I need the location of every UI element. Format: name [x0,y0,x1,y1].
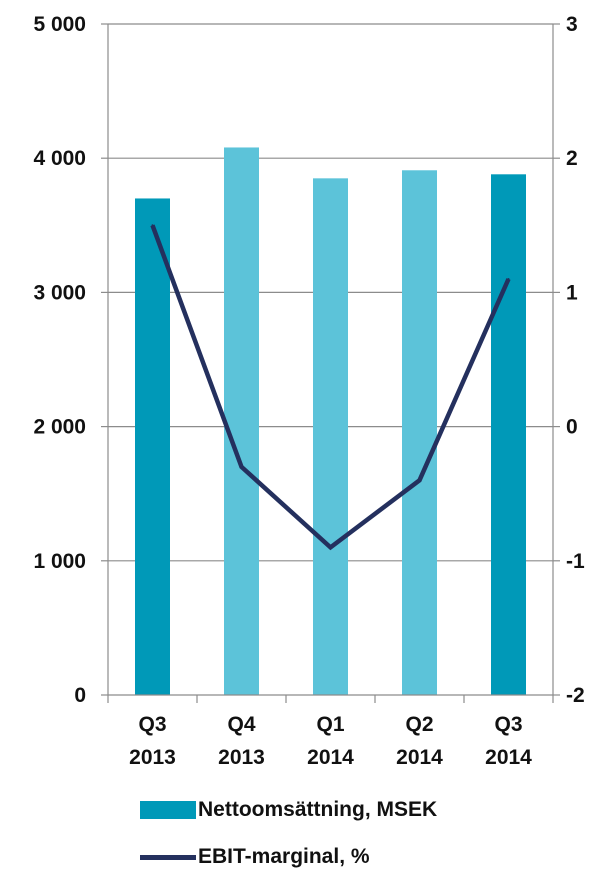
right-tick-label: 1 [566,281,578,304]
bar [135,198,170,695]
category-label-quarter: Q3 [138,713,166,736]
category-label-year: 2014 [485,746,532,769]
bars [135,147,526,696]
right-tick-label: 3 [566,13,578,36]
left-tick-label: 0 [74,684,86,707]
legend-swatch-line [140,854,196,860]
category-labels: Q3 2013 Q4 2013 Q1 2014 Q2 2014 Q3 2014 [129,713,532,769]
right-axis-ticks: -2 -1 0 1 2 3 [553,13,585,707]
ebit-line-point [151,224,154,227]
axes [107,24,554,703]
left-tick-label: 2 000 [33,416,86,439]
category-label-quarter: Q2 [405,713,433,736]
legend-item-line: EBIT-marginal, % [140,845,370,869]
right-tick-label: -1 [566,550,585,573]
bar [491,174,526,695]
left-axis-ticks: 0 1 000 2 000 3 000 4 000 5 000 [33,13,108,707]
left-tick-label: 1 000 [33,550,86,573]
right-tick-label: 0 [566,416,578,439]
left-tick-label: 4 000 [33,147,86,170]
category-label-year: 2013 [218,746,265,769]
category-label-year: 2013 [129,746,176,769]
left-tick-label: 5 000 [33,13,86,36]
category-label-quarter: Q4 [227,713,255,736]
ebit-line-point [507,277,510,280]
category-label-year: 2014 [396,746,443,769]
legend-label-line: EBIT-marginal, % [198,845,370,868]
right-tick-label: -2 [566,684,585,707]
ebit-line [150,224,511,551]
category-label-quarter: Q1 [316,713,344,736]
category-label-year: 2014 [307,746,354,769]
right-tick-label: 2 [566,147,578,170]
legend-item-bar: Nettoomsättning, MSEK [140,798,437,822]
ebit-line-point [240,465,243,468]
legend-swatch-bar [140,801,196,819]
ebit-line-point [329,546,332,549]
legend-label-bar: Nettoomsättning, MSEK [198,798,438,821]
bar [313,178,348,695]
category-label-quarter: Q3 [494,713,522,736]
ebit-line-point [418,479,421,482]
left-tick-label: 3 000 [33,281,86,304]
bar [224,147,259,696]
bar [402,170,437,695]
